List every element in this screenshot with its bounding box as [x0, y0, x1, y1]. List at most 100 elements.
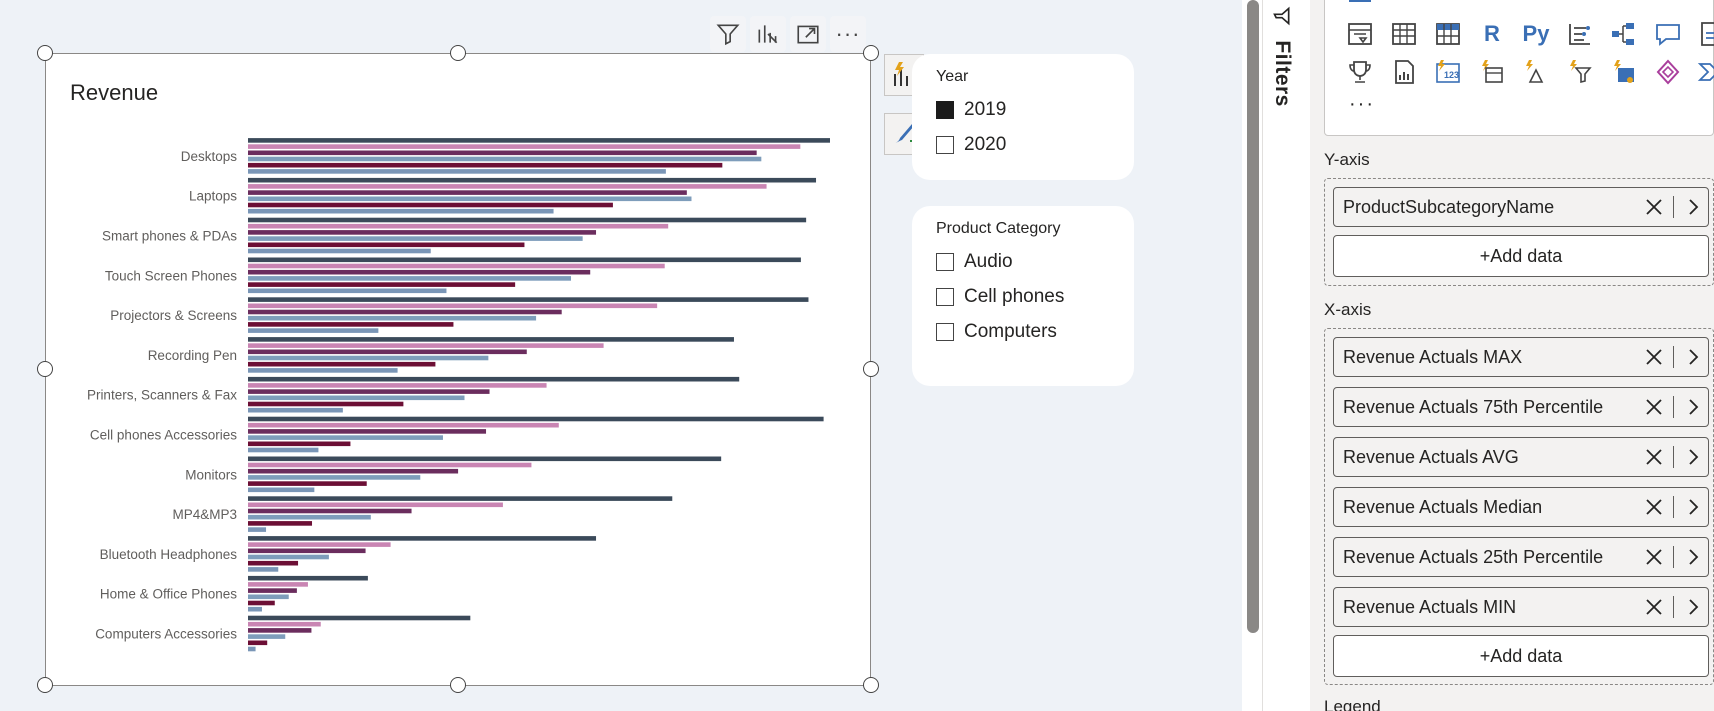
remove-field-icon[interactable] — [1639, 392, 1669, 422]
focus-mode-icon[interactable] — [790, 16, 826, 52]
bar[interactable] — [248, 588, 297, 593]
power-apps-icon[interactable] — [1653, 57, 1683, 87]
bar[interactable] — [248, 337, 734, 342]
bar[interactable] — [248, 355, 489, 361]
bar[interactable] — [248, 223, 669, 229]
bar[interactable] — [248, 634, 286, 639]
chevron-right-icon[interactable] — [1678, 442, 1708, 472]
slicer-item-2020[interactable]: 2020 — [936, 127, 1134, 162]
bar[interactable] — [248, 349, 527, 355]
bar[interactable] — [248, 202, 613, 208]
bar[interactable] — [248, 615, 471, 621]
x-axis-field[interactable]: Revenue Actuals MIN — [1333, 587, 1709, 627]
bar[interactable] — [248, 138, 830, 143]
slicer-item-cell-phones[interactable]: Cell phones — [936, 279, 1134, 314]
bar[interactable] — [248, 582, 308, 587]
resize-handle-bottom-left[interactable] — [37, 677, 53, 693]
checkbox[interactable] — [936, 252, 954, 271]
card-icon[interactable] — [1653, 0, 1683, 7]
qa-icon[interactable] — [1653, 19, 1683, 49]
filled-map-icon[interactable] — [1433, 0, 1463, 7]
filter-icon[interactable] — [710, 16, 746, 52]
checkbox[interactable] — [936, 287, 954, 306]
x-axis-field[interactable]: Revenue Actuals 75th Percentile — [1333, 387, 1709, 427]
shape-map-icon[interactable] — [1477, 0, 1507, 7]
bar[interactable] — [248, 315, 537, 321]
bar[interactable] — [248, 184, 767, 189]
resize-handle-left[interactable] — [37, 361, 53, 377]
chevron-right-icon[interactable] — [1678, 592, 1708, 622]
power-apps-card-icon[interactable]: 123 — [1433, 57, 1463, 87]
resize-handle-top-right[interactable] — [863, 45, 879, 61]
bar[interactable] — [248, 514, 371, 520]
textbox-icon[interactable] — [1695, 0, 1714, 7]
slicer-item-audio[interactable]: Audio — [936, 244, 1134, 279]
bar[interactable] — [248, 600, 275, 606]
bar[interactable] — [248, 257, 801, 263]
more-options-icon[interactable]: ··· — [830, 16, 866, 52]
bar[interactable] — [248, 144, 801, 149]
bar[interactable] — [248, 548, 366, 554]
resize-handle-top-left[interactable] — [37, 45, 53, 61]
bar[interactable] — [248, 521, 313, 526]
paginated-report-icon[interactable] — [1389, 57, 1419, 87]
bar[interactable] — [248, 288, 447, 294]
bar[interactable] — [248, 276, 572, 281]
slicer-item-2019[interactable]: 2019 — [936, 92, 1134, 127]
bar[interactable] — [248, 177, 817, 183]
bar[interactable] — [248, 328, 379, 333]
bar[interactable] — [248, 422, 559, 428]
bar[interactable] — [248, 481, 367, 486]
bar[interactable] — [248, 508, 412, 514]
x-axis-add-data-button[interactable]: +Add data — [1333, 635, 1709, 677]
bar[interactable] — [248, 242, 525, 248]
bar[interactable] — [248, 156, 762, 162]
bar[interactable] — [248, 303, 658, 309]
power-apps-slicer-icon[interactable] — [1477, 57, 1507, 87]
bar[interactable] — [248, 554, 329, 560]
bar[interactable] — [248, 230, 597, 235]
slicer-icon[interactable] — [1345, 19, 1375, 49]
resize-handle-bottom[interactable] — [450, 677, 466, 693]
bar[interactable] — [248, 169, 666, 174]
bar[interactable] — [248, 628, 312, 633]
bar[interactable] — [248, 542, 391, 547]
bar[interactable] — [248, 269, 591, 275]
bar[interactable] — [248, 407, 343, 413]
bar[interactable] — [248, 217, 807, 223]
bar[interactable] — [248, 208, 554, 214]
chevron-right-icon[interactable] — [1678, 392, 1708, 422]
bar[interactable] — [248, 190, 687, 195]
bar[interactable] — [248, 575, 368, 581]
table-small-icon[interactable] — [1565, 0, 1595, 7]
remove-field-icon[interactable] — [1639, 542, 1669, 572]
bar[interactable] — [248, 401, 404, 407]
key-influencers-icon[interactable] — [1565, 19, 1595, 49]
bar[interactable] — [248, 236, 583, 241]
bar[interactable] — [248, 487, 315, 493]
bar[interactable] — [248, 435, 443, 440]
bar[interactable] — [248, 594, 289, 600]
bar[interactable] — [248, 567, 279, 572]
bar[interactable] — [248, 468, 459, 474]
bar[interactable] — [248, 496, 673, 501]
bar[interactable] — [248, 536, 597, 541]
bar[interactable] — [248, 389, 490, 394]
bar[interactable] — [248, 309, 562, 315]
chevron-right-icon[interactable] — [1678, 492, 1708, 522]
bar[interactable] — [248, 248, 431, 254]
bar[interactable] — [248, 475, 421, 480]
matrix-icon[interactable] — [1433, 19, 1463, 49]
checkbox[interactable] — [936, 322, 954, 341]
bar[interactable] — [248, 383, 547, 388]
bar[interactable] — [248, 502, 503, 508]
bar[interactable] — [248, 606, 262, 612]
bar[interactable] — [248, 162, 723, 168]
bar[interactable] — [248, 441, 351, 447]
bar[interactable] — [248, 456, 722, 462]
bar[interactable] — [248, 462, 532, 468]
x-axis-field[interactable]: Revenue Actuals Median — [1333, 487, 1709, 527]
checkbox[interactable] — [936, 135, 954, 154]
bar[interactable] — [248, 150, 757, 156]
remove-field-icon[interactable] — [1639, 592, 1669, 622]
